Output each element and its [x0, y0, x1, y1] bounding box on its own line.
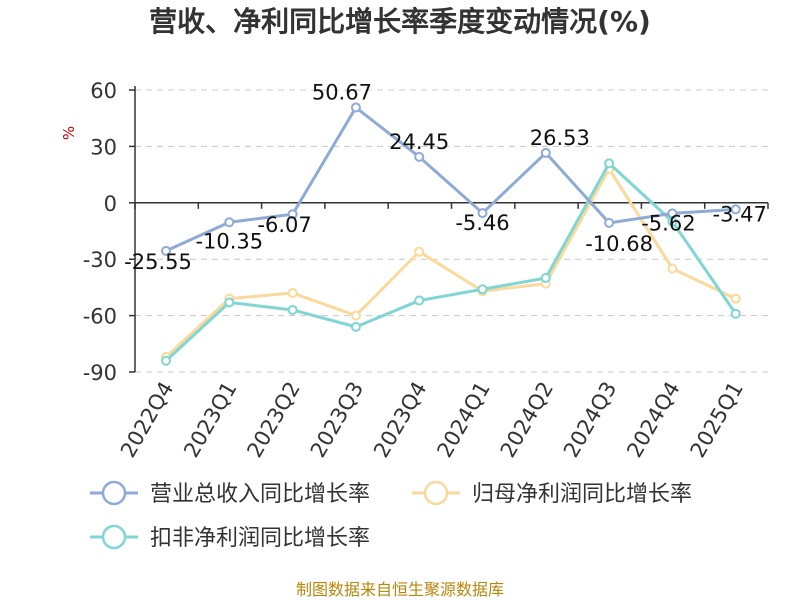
data-point — [667, 263, 678, 274]
data-point — [477, 284, 488, 295]
y-axis-ticks: 60 30 0 -30 -60 -90 — [83, 79, 117, 385]
data-point — [287, 304, 298, 315]
data-point — [414, 295, 425, 306]
legend-marker — [423, 480, 449, 506]
data-label: -5.46 — [455, 211, 509, 235]
legend-item-3[interactable]: 扣非净利润同比增长率 — [90, 524, 370, 551]
data-label: -6.07 — [257, 213, 311, 237]
y-tick-label: 60 — [90, 79, 117, 103]
y-tick-label: 0 — [104, 192, 117, 216]
data-point — [477, 208, 488, 219]
data-label: -3.47 — [713, 202, 767, 226]
x-tick-label: 2023Q3 — [306, 378, 368, 462]
data-point — [287, 288, 298, 299]
x-tick-label: 2024Q4 — [622, 378, 684, 462]
x-tick-label: 2023Q2 — [242, 378, 304, 462]
legend-item-2[interactable]: 归母净利润同比增长率 — [412, 480, 692, 507]
data-point — [414, 246, 425, 257]
data-point — [540, 273, 551, 283]
axes — [129, 86, 769, 373]
data-point — [604, 158, 615, 169]
series-1 — [161, 102, 741, 256]
chart-title: 营收、净利同比增长率季度变动情况(%) — [149, 5, 651, 38]
x-tick-label: 2024Q1 — [432, 378, 494, 462]
x-axis-ticks: 2022Q4 2023Q1 2023Q2 2023Q3 2023Q4 2024Q1 2024… — [116, 378, 748, 462]
series-line — [164, 167, 737, 359]
legend-item-1[interactable]: 营业总收入同比增长率 — [90, 480, 370, 507]
data-point — [350, 310, 361, 321]
y-tick-label: -90 — [83, 361, 117, 385]
y-tick-label: 30 — [90, 135, 117, 159]
data-labels: -25.55-10.35-6.07 50.67 24.45 -5.46 26.53 -10… — [124, 81, 767, 274]
data-label: -5.62 — [641, 211, 695, 235]
data-point — [287, 209, 298, 220]
x-tick-label: 2023Q4 — [369, 378, 431, 462]
series-3 — [161, 158, 741, 366]
data-label: -10.68 — [585, 232, 653, 256]
legend-label: 营业总收入同比增长率 — [150, 482, 370, 507]
data-point — [224, 297, 235, 308]
data-point — [730, 308, 741, 319]
data-point — [350, 102, 361, 113]
data-label: -10.35 — [195, 229, 263, 253]
x-tick-label: 2025Q1 — [686, 378, 748, 462]
data-point — [730, 293, 741, 304]
legend-label: 归母净利润同比增长率 — [472, 482, 692, 507]
data-label: 24.45 — [389, 130, 449, 154]
data-label: -25.55 — [124, 250, 192, 274]
series-line — [164, 161, 737, 362]
legend-label: 扣非净利润同比增长率 — [150, 526, 370, 551]
data-point — [667, 208, 678, 219]
x-tick-label: 2023Q1 — [179, 378, 241, 462]
x-tick-label: 2022Q4 — [116, 378, 178, 462]
data-point — [161, 355, 171, 366]
data-label: 50.67 — [312, 81, 372, 105]
data-point — [730, 204, 741, 215]
series-2 — [161, 163, 741, 362]
legend-marker — [101, 480, 127, 506]
series-line — [165, 106, 736, 253]
x-tick-label: 2024Q3 — [559, 378, 621, 462]
data-point — [604, 217, 615, 228]
data-point — [414, 151, 425, 162]
source-note: 制图数据来自恒生聚源数据库 — [296, 580, 504, 599]
data-point — [350, 321, 361, 332]
x-tick-label: 2024Q2 — [496, 378, 558, 462]
data-label: 26.53 — [530, 126, 590, 150]
data-point — [161, 245, 171, 256]
data-point — [224, 217, 235, 228]
y-tick-label: -60 — [83, 305, 117, 329]
series-layer — [161, 102, 741, 366]
legend-marker — [101, 524, 127, 550]
y-tick-label: -30 — [83, 248, 117, 272]
y-axis-unit: % — [60, 126, 78, 140]
data-point — [540, 147, 551, 158]
